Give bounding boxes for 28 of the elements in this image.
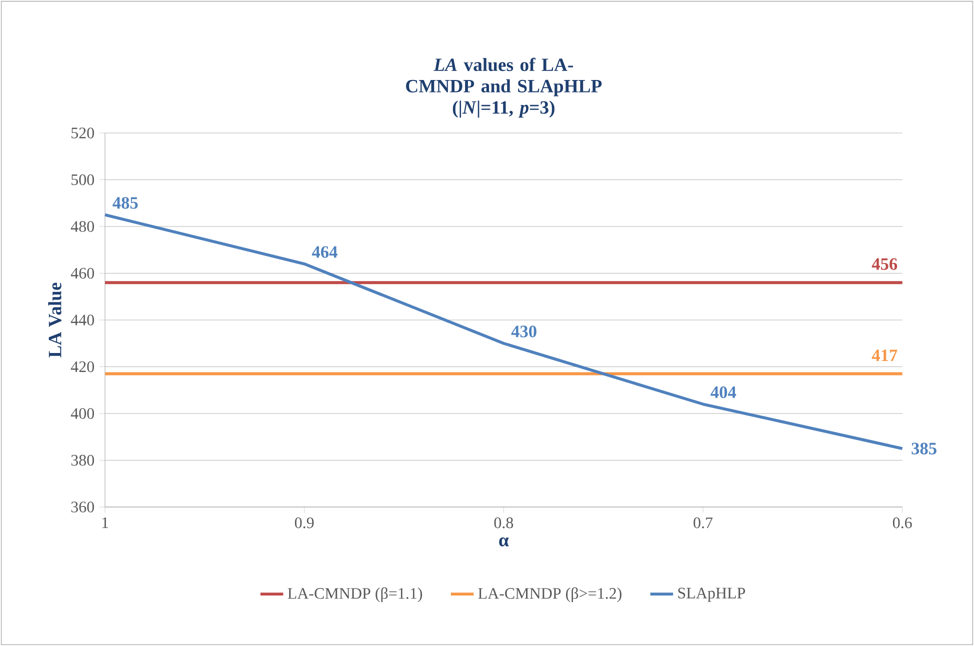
x-tick-label: 0.9 bbox=[294, 517, 314, 528]
legend-label: LA-CMNDP (β>=1.2) bbox=[478, 587, 622, 602]
data-label: 385 bbox=[912, 442, 936, 454]
x-tick-label: 0.6 bbox=[892, 517, 912, 528]
legend-label: LA-CMNDP (β=1.1) bbox=[288, 587, 422, 602]
data-label: 430 bbox=[511, 326, 536, 338]
y-tick-label: 520 bbox=[72, 128, 94, 138]
y-tick-label: 480 bbox=[70, 221, 94, 232]
y-tick-label: 440 bbox=[70, 314, 94, 326]
data-label: 417 bbox=[872, 350, 898, 362]
line-series bbox=[104, 213, 904, 450]
data-label: 456 bbox=[872, 258, 898, 270]
y-axis-title: LA Value bbox=[48, 282, 62, 358]
y-tick-label: 460 bbox=[70, 268, 94, 279]
y-tick-label: 400 bbox=[70, 408, 94, 419]
y-tick-label: 380 bbox=[71, 454, 94, 466]
chart-subtitle: (|N|=11, p=3) bbox=[452, 100, 554, 118]
legend-label: SLApHLP bbox=[678, 588, 746, 602]
data-label: 404 bbox=[710, 386, 736, 398]
y-tick-label: 360 bbox=[71, 502, 94, 512]
data-label: 485 bbox=[112, 197, 138, 209]
x-tick-label: 0.8 bbox=[494, 517, 514, 528]
data-label: 464 bbox=[312, 246, 338, 258]
y-tick-label: 420 bbox=[70, 361, 94, 372]
x-tick-label: 0.7 bbox=[694, 517, 713, 528]
y-tick-label: 500 bbox=[72, 174, 94, 186]
x-tick-label: 1 bbox=[102, 517, 108, 528]
x-axis-title: α bbox=[499, 537, 509, 546]
